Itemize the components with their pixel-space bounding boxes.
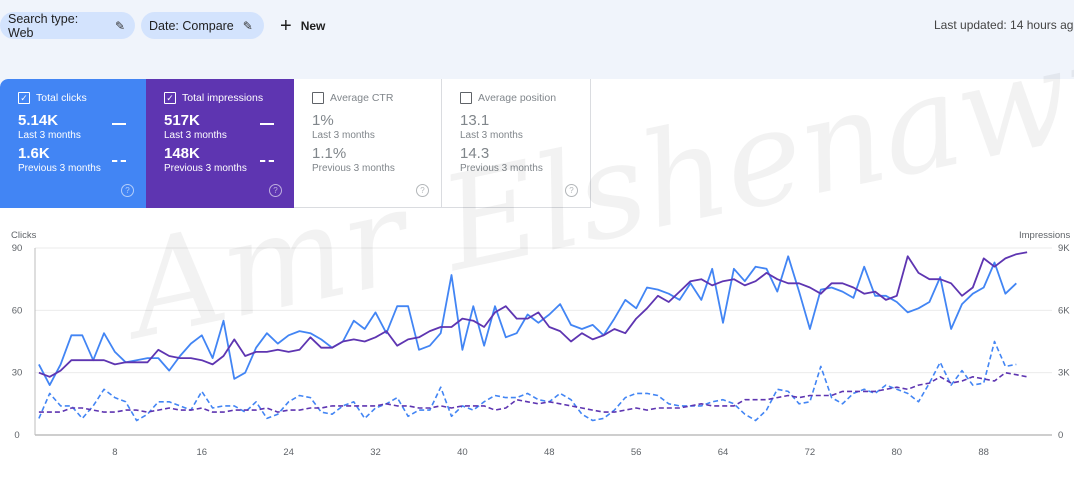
metric-card-total-clicks[interactable]: ✓ Total clicks 5.14K Last 3 months 1.6K P… <box>0 79 146 208</box>
metric-current-value: 1% <box>312 112 334 129</box>
right-tick-label: 9K <box>1058 243 1070 254</box>
metric-current-value: 5.14K <box>18 112 59 129</box>
x-tick-label: 72 <box>805 447 816 458</box>
x-tick-label: 16 <box>196 447 207 458</box>
metric-previous-value: 1.1% <box>312 145 347 162</box>
date-filter-chip[interactable]: Date: Compare ✎ <box>141 12 264 39</box>
metric-previous-period: Previous 3 months <box>460 163 543 174</box>
metric-label: Average position <box>478 92 557 104</box>
checkbox-checked-icon[interactable]: ✓ <box>18 92 30 104</box>
left-axis-label: Clicks <box>11 230 37 241</box>
metric-previous-value: 148K <box>164 145 200 162</box>
search-type-label: Search type: Web <box>8 11 79 40</box>
metric-current-value: 13.1 <box>460 112 490 129</box>
solid-line-legend-icon <box>260 123 274 125</box>
help-icon[interactable]: ? <box>416 184 429 197</box>
left-tick-label: 0 <box>14 430 19 441</box>
metric-label: Average CTR <box>330 92 394 104</box>
plus-icon: + <box>280 14 292 37</box>
x-tick-label: 24 <box>283 447 294 458</box>
left-tick-label: 90 <box>12 243 23 254</box>
x-tick-label: 48 <box>544 447 555 458</box>
x-tick-label: 80 <box>892 447 903 458</box>
last-updated-text: Last updated: 14 hours ag <box>934 18 1074 32</box>
metric-previous-period: Previous 3 months <box>312 163 395 174</box>
metric-current-period: Last 3 months <box>164 130 227 141</box>
right-axis-label: Impressions <box>1019 230 1070 241</box>
filter-bar: Search type: Web ✎ Date: Compare ✎ + New… <box>0 0 1074 52</box>
x-tick-label: 64 <box>718 447 729 458</box>
date-label: Date: Compare <box>149 18 234 33</box>
metric-current-period: Last 3 months <box>460 130 523 141</box>
series-line-impressions-previous <box>38 371 1028 413</box>
series-line-clicks-current <box>38 255 1017 387</box>
checkbox-checked-icon[interactable]: ✓ <box>164 92 176 104</box>
x-tick-label: 32 <box>370 447 381 458</box>
metric-previous-period: Previous 3 months <box>18 163 101 174</box>
x-tick-label: 8 <box>112 447 117 458</box>
metric-card-average-ctr[interactable]: Average CTR 1% Last 3 months 1.1% Previo… <box>294 79 442 208</box>
search-type-filter-chip[interactable]: Search type: Web ✎ <box>0 11 135 40</box>
metric-label: Total impressions <box>182 92 264 104</box>
metric-current-period: Last 3 months <box>312 130 375 141</box>
checkbox-unchecked-icon[interactable] <box>312 92 324 104</box>
metric-card-total-impressions[interactable]: ✓ Total impressions 517K Last 3 months 14… <box>146 79 294 208</box>
metric-card-average-position[interactable]: Average position 13.1 Last 3 months 14.3… <box>442 79 591 208</box>
left-tick-label: 60 <box>12 305 23 316</box>
right-tick-label: 3K <box>1058 368 1070 379</box>
x-tick-label: 88 <box>978 447 989 458</box>
metric-current-value: 517K <box>164 112 200 129</box>
metric-previous-period: Previous 3 months <box>164 163 247 174</box>
metric-previous-value: 1.6K <box>18 145 50 162</box>
metric-label: Total clicks <box>36 92 87 104</box>
right-tick-label: 0 <box>1058 430 1063 441</box>
help-icon[interactable]: ? <box>269 184 282 197</box>
dashed-line-legend-icon <box>112 160 126 162</box>
solid-line-legend-icon <box>112 123 126 125</box>
metric-current-period: Last 3 months <box>18 130 81 141</box>
x-tick-label: 56 <box>631 447 642 458</box>
pencil-icon[interactable]: ✎ <box>114 18 125 33</box>
new-filter-button[interactable]: + New <box>280 12 325 39</box>
performance-panel: ✓ Total clicks 5.14K Last 3 months 1.6K P… <box>0 79 1074 484</box>
metric-previous-value: 14.3 <box>460 145 490 162</box>
series-line-clicks-previous <box>38 340 1017 422</box>
checkbox-unchecked-icon[interactable] <box>460 92 472 104</box>
help-icon[interactable]: ? <box>121 184 134 197</box>
help-icon[interactable]: ? <box>565 184 578 197</box>
left-tick-label: 30 <box>12 368 23 379</box>
series-line-impressions-current <box>38 251 1028 378</box>
new-label: New <box>300 18 326 33</box>
dashed-line-legend-icon <box>260 160 274 162</box>
pencil-icon[interactable]: ✎ <box>242 18 253 33</box>
right-tick-label: 6K <box>1058 305 1070 316</box>
x-tick-label: 40 <box>457 447 468 458</box>
